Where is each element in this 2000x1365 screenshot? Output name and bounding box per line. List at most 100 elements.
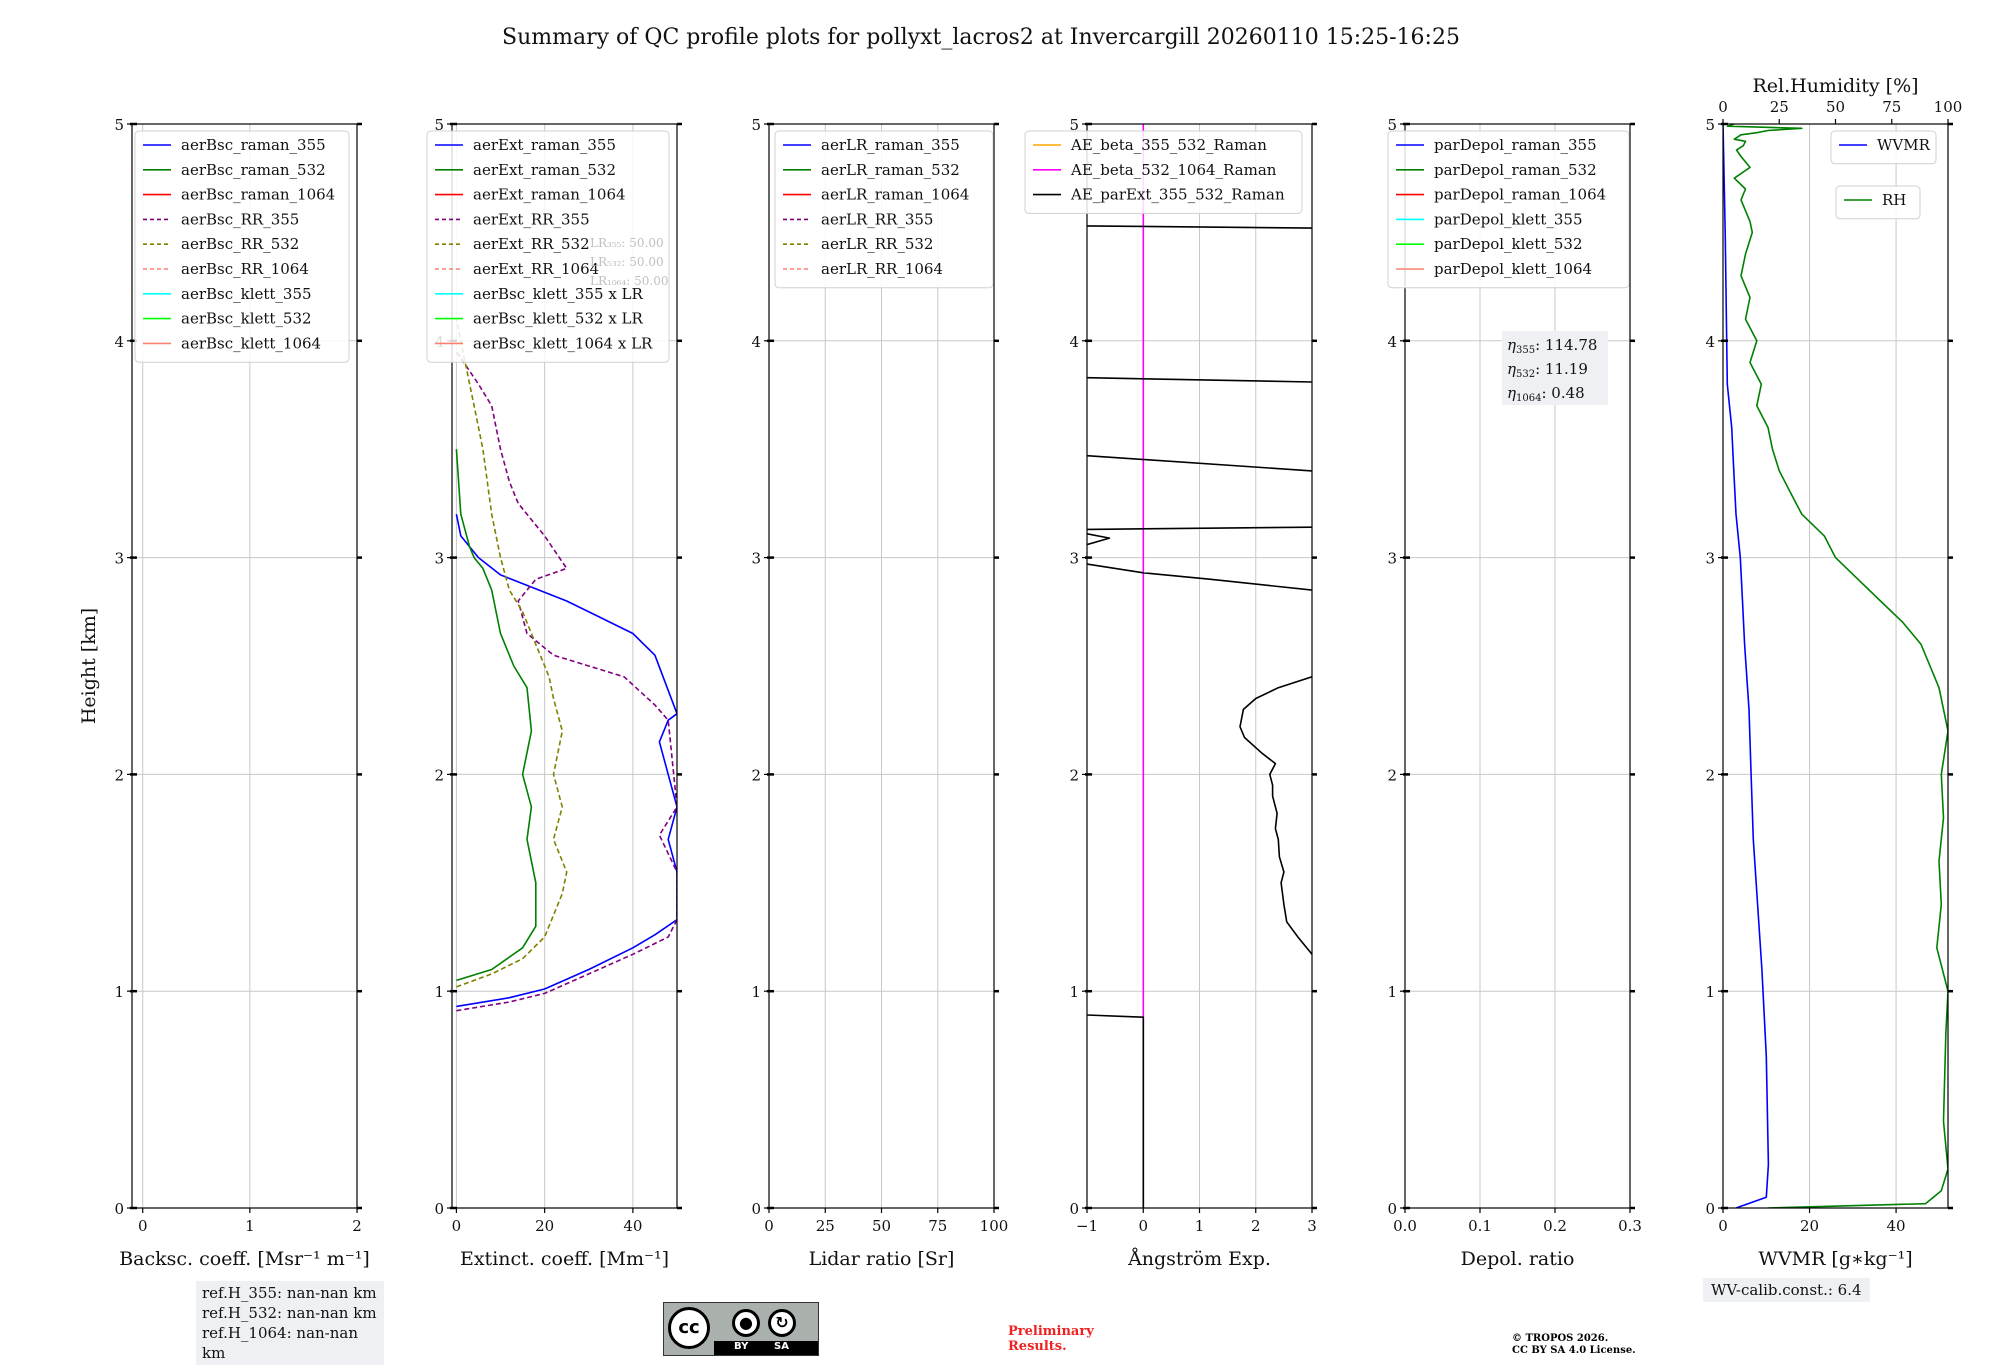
by-label: BY: [734, 1341, 749, 1352]
series-line-ae-parext-355-532-raman-e: [1087, 454, 1312, 472]
panel-ext: 01234502040Extinct. coeff. [Mm⁻¹]aerExt_…: [426, 116, 682, 1270]
y-tick-label: 2: [1705, 766, 1715, 784]
legend: AE_beta_355_532_Raman AE_beta_532_1064_Ra…: [1024, 130, 1303, 214]
legend-label-aerlr-rr-355: aerLR_RR_355: [821, 210, 933, 228]
series-line-ae-parext-355-532-raman-d: [1087, 526, 1312, 531]
sa-label: SA: [774, 1341, 789, 1352]
legend-label-aerbsc-klett-355: aerBsc_klett_355: [181, 285, 312, 303]
y-tick-label: 0: [751, 1200, 761, 1218]
figure-title: Summary of QC profile plots for pollyxt_…: [502, 25, 1460, 50]
y-tick-label: 1: [1069, 983, 1079, 1001]
eta-355: η355: 114.78: [1507, 336, 1597, 356]
cc-icon: cc: [668, 1307, 710, 1349]
legend-label-aerbsc-raman-355: aerBsc_raman_355: [181, 136, 326, 154]
legend-label-wvmr: WVMR: [1877, 136, 1931, 154]
cc-license-badge: cc ● ↻ BY SA: [663, 1302, 819, 1356]
ref-height-355: ref.H_355: nan-nan km: [202, 1284, 377, 1302]
series-line-ae-parext-355-532-raman-b: [1087, 563, 1312, 591]
x-tick-label: 0.2: [1543, 1217, 1567, 1235]
legend-label-aerbsc-klett-532: aerBsc_klett_532: [181, 310, 312, 328]
y-tick-label: 1: [114, 983, 124, 1001]
legend-label-aerext-rr-355: aerExt_RR_355: [473, 210, 590, 228]
x-tick-label: 40: [623, 1217, 642, 1235]
y-tick-label: 5: [1069, 116, 1079, 134]
y-tick-label: 5: [1705, 116, 1715, 134]
y-tick-label: 3: [751, 550, 761, 568]
y-tick-label: 2: [1387, 766, 1397, 784]
copyright-line-2: CC BY SA 4.0 License.: [1512, 1345, 1636, 1356]
series-line-ae-parext-355-532-raman-c: [1087, 533, 1111, 546]
legend-box: [1830, 130, 1937, 165]
top-x-tick-label: 50: [1826, 98, 1845, 116]
legend-box: [1835, 185, 1921, 220]
x-tick-label: 1: [1195, 1217, 1205, 1235]
x-tick-label: 25: [816, 1217, 835, 1235]
legend: RH: [1835, 185, 1921, 220]
y-tick-label: 5: [751, 116, 761, 134]
series-line-ae-parext-355-532-raman-low: [1087, 1014, 1145, 1208]
legend-label-aerlr-raman-355: aerLR_raman_355: [821, 136, 960, 154]
legend-label-aerext-raman-355: aerExt_raman_355: [473, 136, 616, 154]
y-tick-label: 4: [1069, 333, 1079, 351]
y-tick-label: 0: [1387, 1200, 1397, 1218]
x-tick-label: 50: [872, 1217, 891, 1235]
y-tick-label: 4: [751, 333, 761, 351]
legend-box: [1387, 130, 1630, 289]
y-tick-label: 2: [1069, 766, 1079, 784]
y-tick-label: 5: [434, 116, 444, 134]
legend: aerLR_raman_355 aerLR_raman_532 aerLR_rama…: [774, 130, 994, 289]
x-tick-label: 40: [1887, 1217, 1906, 1235]
legend-label-ae-parext-355-532-raman: AE_parExt_355_532_Raman: [1070, 186, 1285, 204]
x-tick-label: 100: [980, 1217, 1009, 1235]
ref-height-532: ref.H_532: nan-nan km: [202, 1304, 377, 1322]
y-tick-label: 2: [434, 766, 444, 784]
eta-1064: η1064: 0.48: [1507, 384, 1585, 404]
legend: parDepol_raman_355 parDepol_raman_532 parD…: [1387, 130, 1630, 289]
top-x-tick-label: 0: [1718, 98, 1728, 116]
top-x-axis-label: Rel.Humidity [%]: [1752, 75, 1918, 97]
y-tick-label: 1: [751, 983, 761, 1001]
cc-by-sa-bar: BY SA: [714, 1341, 818, 1355]
top-x-tick-label: 100: [1934, 98, 1963, 116]
by-person-icon: ●: [732, 1309, 760, 1337]
y-tick-label: 1: [1705, 983, 1715, 1001]
legend-box: [774, 130, 994, 289]
y-axis-label: Height [km]: [78, 608, 100, 724]
x-tick-label: 75: [928, 1217, 947, 1235]
x-axis-label: WVMR [g∗kg⁻¹]: [1758, 1248, 1912, 1270]
legend-label-aerext-raman-532: aerExt_raman_532: [473, 161, 616, 179]
y-tick-label: 0: [434, 1200, 444, 1218]
legend-label-pardepol-klett-355: parDepol_klett_355: [1434, 210, 1583, 228]
legend-label-ae-beta-355-532-raman: AE_beta_355_532_Raman: [1070, 136, 1267, 154]
eta-box-bg: [1502, 331, 1608, 405]
panel-bsc: 0 1 2 3 4 5 0 1 2 Backsc. coeff. [Msr⁻¹ m⁻¹] Heigh…: [78, 116, 370, 1270]
legend-label-aerlr-raman-532: aerLR_raman_532: [821, 161, 960, 179]
preliminary-line-1: Preliminary: [1008, 1324, 1094, 1339]
y-tick-label: 0: [1705, 1200, 1715, 1218]
top-x-tick-label: 75: [1882, 98, 1901, 116]
legend-label-aerbsc-rr-1064: aerBsc_RR_1064: [181, 260, 309, 278]
y-tick-label: 4: [1387, 333, 1397, 351]
legend-label-aerbsc-klett-1064-x-lr: aerBsc_klett_1064 x LR: [473, 334, 653, 352]
y-tick-label: 5: [1387, 116, 1397, 134]
plot-frame: [131, 123, 358, 1209]
y-tick-label: 0: [114, 1200, 124, 1218]
legend-label-pardepol-raman-1064: parDepol_raman_1064: [1434, 186, 1606, 204]
x-tick-label: 0.1: [1468, 1217, 1492, 1235]
eta-532: η532: 11.19: [1507, 360, 1588, 380]
y-tick-label: 3: [1387, 550, 1397, 568]
legend-label-aerbsc-klett-532-x-lr: aerBsc_klett_532 x LR: [473, 310, 644, 328]
lr-note: LR₅₃₂: 50.00: [590, 255, 664, 269]
legend-box: [1024, 130, 1303, 214]
y-tick-label: 3: [114, 550, 124, 568]
legend-label-pardepol-raman-355: parDepol_raman_355: [1434, 136, 1597, 154]
legend: aerExt_raman_355 aerExt_raman_532 aerExt_r…: [426, 130, 670, 363]
legend-label-aerext-rr-532: aerExt_RR_532: [473, 235, 590, 253]
x-tick-label: 0.3: [1618, 1217, 1642, 1235]
legend-label-aerbsc-klett-355-x-lr: aerBsc_klett_355 x LR: [473, 285, 644, 303]
series-line-ae-parext-355-532-raman-f: [1087, 376, 1312, 383]
series-line-aerext-rr-355: [455, 351, 677, 1012]
panel-depol: 0 1 2 3 4 5 0.0 0.1 0.2 0.3 Depol. ratio parDepol_r…: [1387, 116, 1641, 1270]
